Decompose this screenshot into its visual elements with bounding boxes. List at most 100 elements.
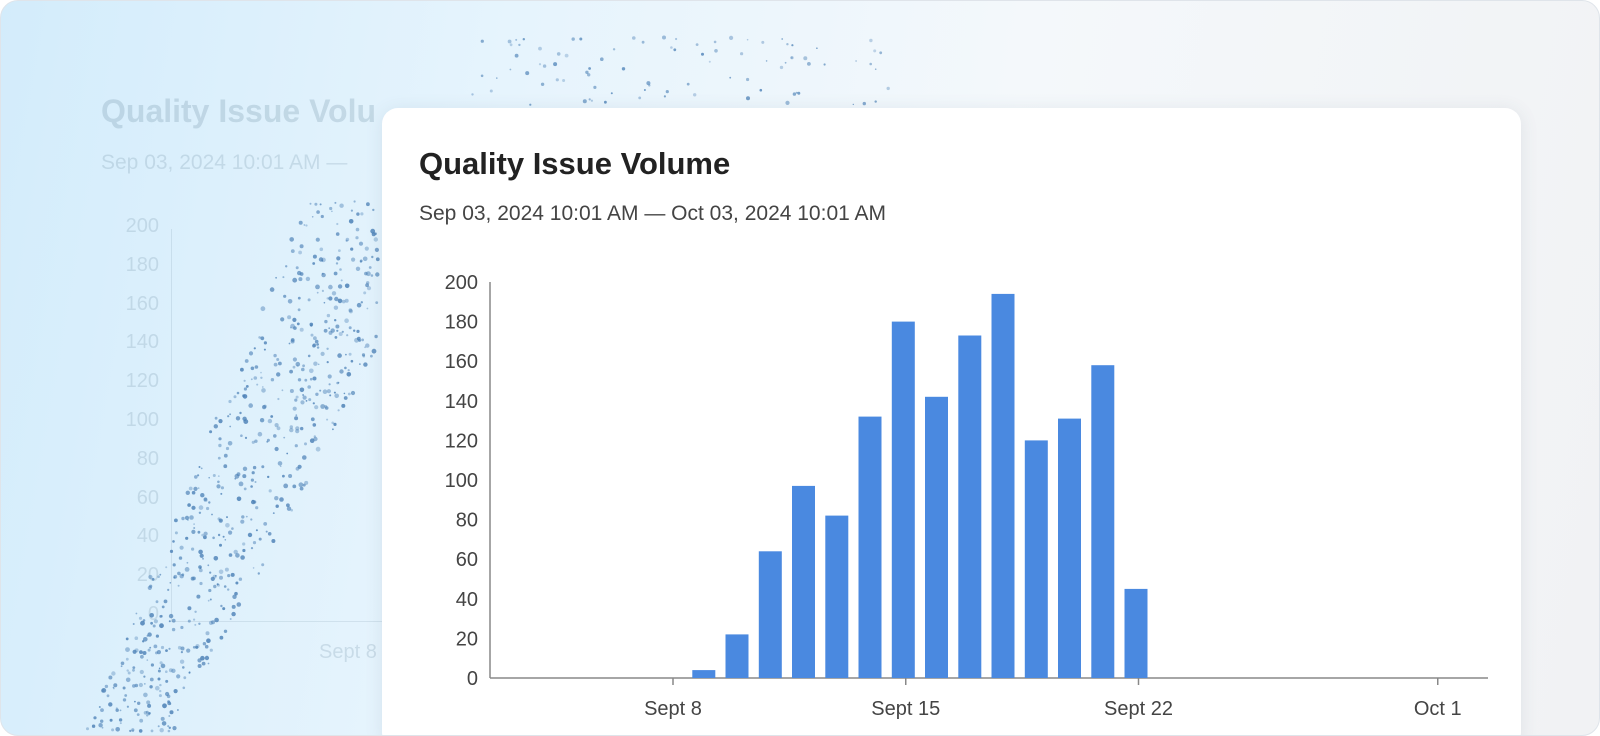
particle-dot (252, 541, 257, 545)
particle-dot (315, 392, 319, 396)
particle-dot (119, 709, 122, 712)
particle-dot (301, 367, 305, 372)
particle-dot (155, 685, 160, 691)
particle-dot (160, 663, 166, 669)
particle-dot (759, 88, 763, 92)
particle-dot (480, 39, 484, 43)
particle-dot (98, 706, 101, 708)
ghost-y-axis (171, 229, 172, 621)
particle-dot (213, 424, 218, 429)
particle-dot (234, 591, 238, 596)
particle-dot (305, 224, 308, 227)
particle-dot (261, 465, 265, 469)
particle-dot (167, 700, 171, 703)
particle-dot (127, 671, 131, 675)
particle-dot (209, 571, 212, 574)
particle-dot (132, 668, 135, 672)
bar (1058, 418, 1081, 678)
particle-dot (289, 369, 293, 374)
particle-dot (333, 391, 336, 394)
particle-dot (350, 247, 354, 251)
particle-dot (761, 40, 765, 44)
particle-dot (266, 438, 270, 442)
particle-dot (326, 297, 329, 300)
particle-dot (312, 254, 317, 259)
particle-dot (157, 725, 160, 728)
particle-dot (250, 378, 253, 381)
particle-dot (238, 481, 244, 487)
particle-dot (296, 364, 299, 367)
particle-dot (289, 427, 294, 433)
particle-dot (874, 100, 877, 103)
particle-dot (334, 319, 337, 322)
x-tick-label: Oct 1 (1414, 698, 1462, 720)
particle-dot (375, 272, 380, 277)
particle-dot (213, 556, 219, 561)
particle-dot (274, 446, 279, 452)
particle-dot (235, 553, 240, 558)
particle-dot (874, 68, 877, 70)
particle-dot (228, 399, 232, 404)
particle-dot (183, 676, 187, 680)
particle-dot (489, 89, 493, 93)
particle-dot (201, 533, 205, 537)
particle-dot (207, 599, 210, 602)
particle-dot (790, 56, 794, 60)
particle-dot (161, 721, 167, 726)
particle-dot (375, 257, 380, 262)
particle-dot (588, 98, 591, 101)
particle-dot (307, 385, 312, 389)
particle-dot (223, 629, 228, 633)
particle-dot (115, 727, 120, 732)
particle-dot (295, 429, 300, 434)
particle-dot (344, 283, 350, 289)
particle-dot (179, 574, 184, 579)
particle-dot (219, 635, 224, 640)
particle-dot (223, 453, 228, 458)
particle-dot (169, 702, 172, 706)
particle-dot (233, 549, 238, 555)
particle-dot (295, 395, 299, 399)
particle-dot (869, 38, 873, 43)
particle-dot (326, 418, 329, 421)
particle-dot (879, 51, 883, 55)
particle-dot (242, 548, 246, 553)
ghost-y-tick: 160 (125, 292, 159, 315)
particle-dot (471, 93, 474, 96)
particle-dot (286, 452, 289, 455)
particle-dot (311, 216, 314, 218)
particle-dot (313, 435, 316, 438)
particle-dot (171, 618, 176, 623)
particle-dot (138, 616, 143, 620)
particle-dot (366, 271, 371, 277)
particle-dot (366, 307, 369, 310)
particle-dot (797, 91, 801, 95)
particle-dot (341, 299, 346, 304)
particle-dot (280, 317, 285, 322)
particle-dot (316, 343, 320, 346)
particle-dot (193, 486, 198, 491)
particle-dot (159, 661, 163, 665)
particle-dot (207, 564, 210, 567)
particle-dot (120, 665, 123, 668)
bar (925, 396, 948, 678)
particle-dot (239, 411, 242, 415)
particle-dot (604, 100, 607, 104)
particle-dot (206, 506, 210, 511)
particle-dot (252, 499, 254, 502)
particle-dot (571, 37, 575, 41)
particle-dot (250, 547, 254, 550)
particle-dot (673, 48, 677, 52)
particle-dot (329, 394, 332, 397)
particle-dot (348, 352, 352, 356)
particle-dot (260, 336, 265, 341)
particle-dot (290, 326, 292, 329)
particle-dot (199, 567, 202, 569)
y-tick-label: 20 (456, 628, 478, 650)
particle-dot (587, 73, 591, 77)
particle-dot (142, 651, 147, 655)
particle-dot (211, 513, 213, 516)
particle-dot (220, 486, 224, 490)
particle-dot (263, 341, 267, 345)
particle-dot (302, 364, 305, 368)
